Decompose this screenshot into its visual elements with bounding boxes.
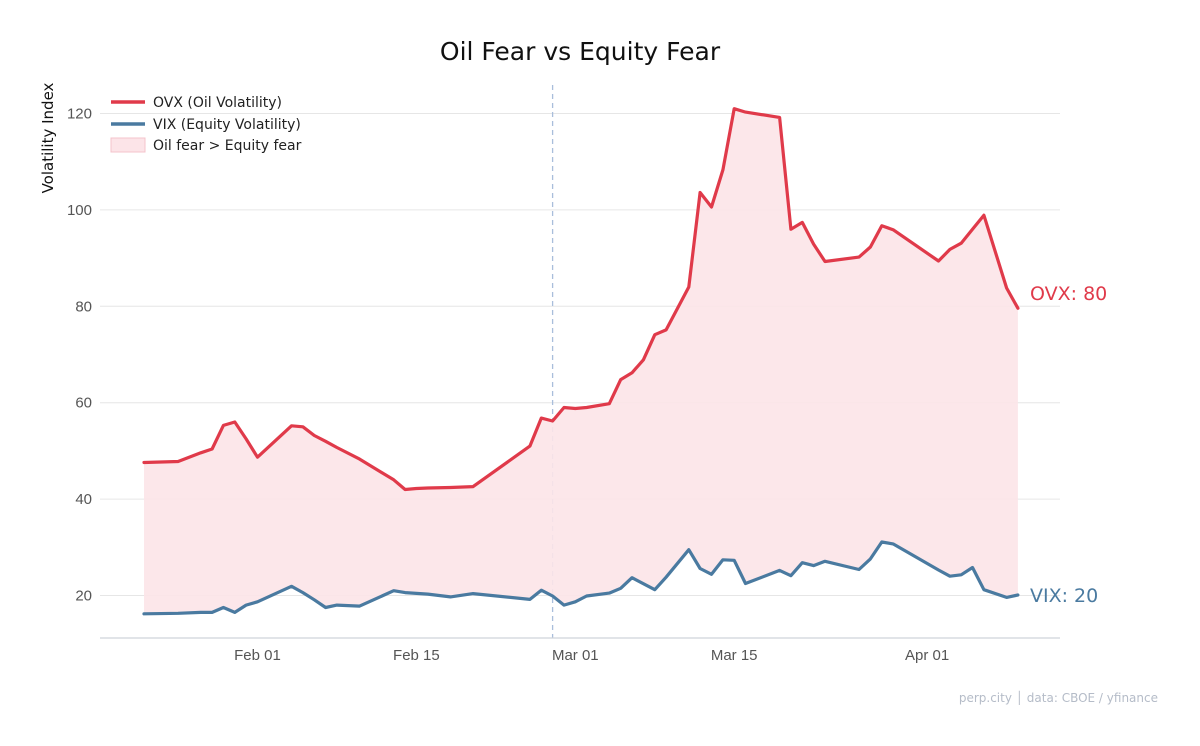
y-tick-label: 20: [75, 588, 92, 605]
legend: OVX (Oil Volatility) VIX (Equity Volatil…: [110, 95, 302, 154]
x-tick-label: Feb 15: [393, 647, 440, 664]
legend-label-ovx: OVX (Oil Volatility): [153, 95, 282, 111]
source-credit: perp.city │ data: CBOE / yfinance: [959, 690, 1158, 705]
y-tick-label: 100: [67, 202, 92, 219]
x-tick-label: Apr 01: [905, 647, 949, 664]
y-tick-label: 40: [75, 491, 92, 508]
legend-swatch-fill: [110, 137, 146, 153]
series-layer: [142, 107, 1020, 616]
x-tick-label: Feb 01: [234, 647, 281, 664]
legend-label-vix: VIX (Equity Volatility): [153, 117, 301, 133]
y-tick-label: 60: [75, 395, 92, 412]
vix-series-line: [142, 540, 1020, 616]
legend-label-fill: Oil fear > Equity fear: [153, 138, 302, 154]
ovx-series-line: [142, 107, 1020, 492]
vix-end-label: VIX: 20: [1030, 585, 1098, 607]
chart-title: Oil Fear vs Equity Fear: [440, 37, 721, 66]
y-tick-label: 80: [75, 298, 92, 315]
y-tick-label: 120: [67, 106, 92, 123]
x-tick-label: Mar 15: [711, 647, 758, 664]
tick-labels: 20 40 60 80 100 120 Feb 01 Feb 15 Mar 01 Mar 15 Ap…: [67, 106, 949, 665]
y-axis-label: Volatility Index: [39, 82, 57, 193]
ovx-end-label: OVX: 80: [1030, 283, 1107, 305]
x-tick-label: Mar 01: [552, 647, 599, 664]
oil-fear-fill-area: [144, 108, 1018, 614]
fill-area: [144, 108, 1018, 614]
